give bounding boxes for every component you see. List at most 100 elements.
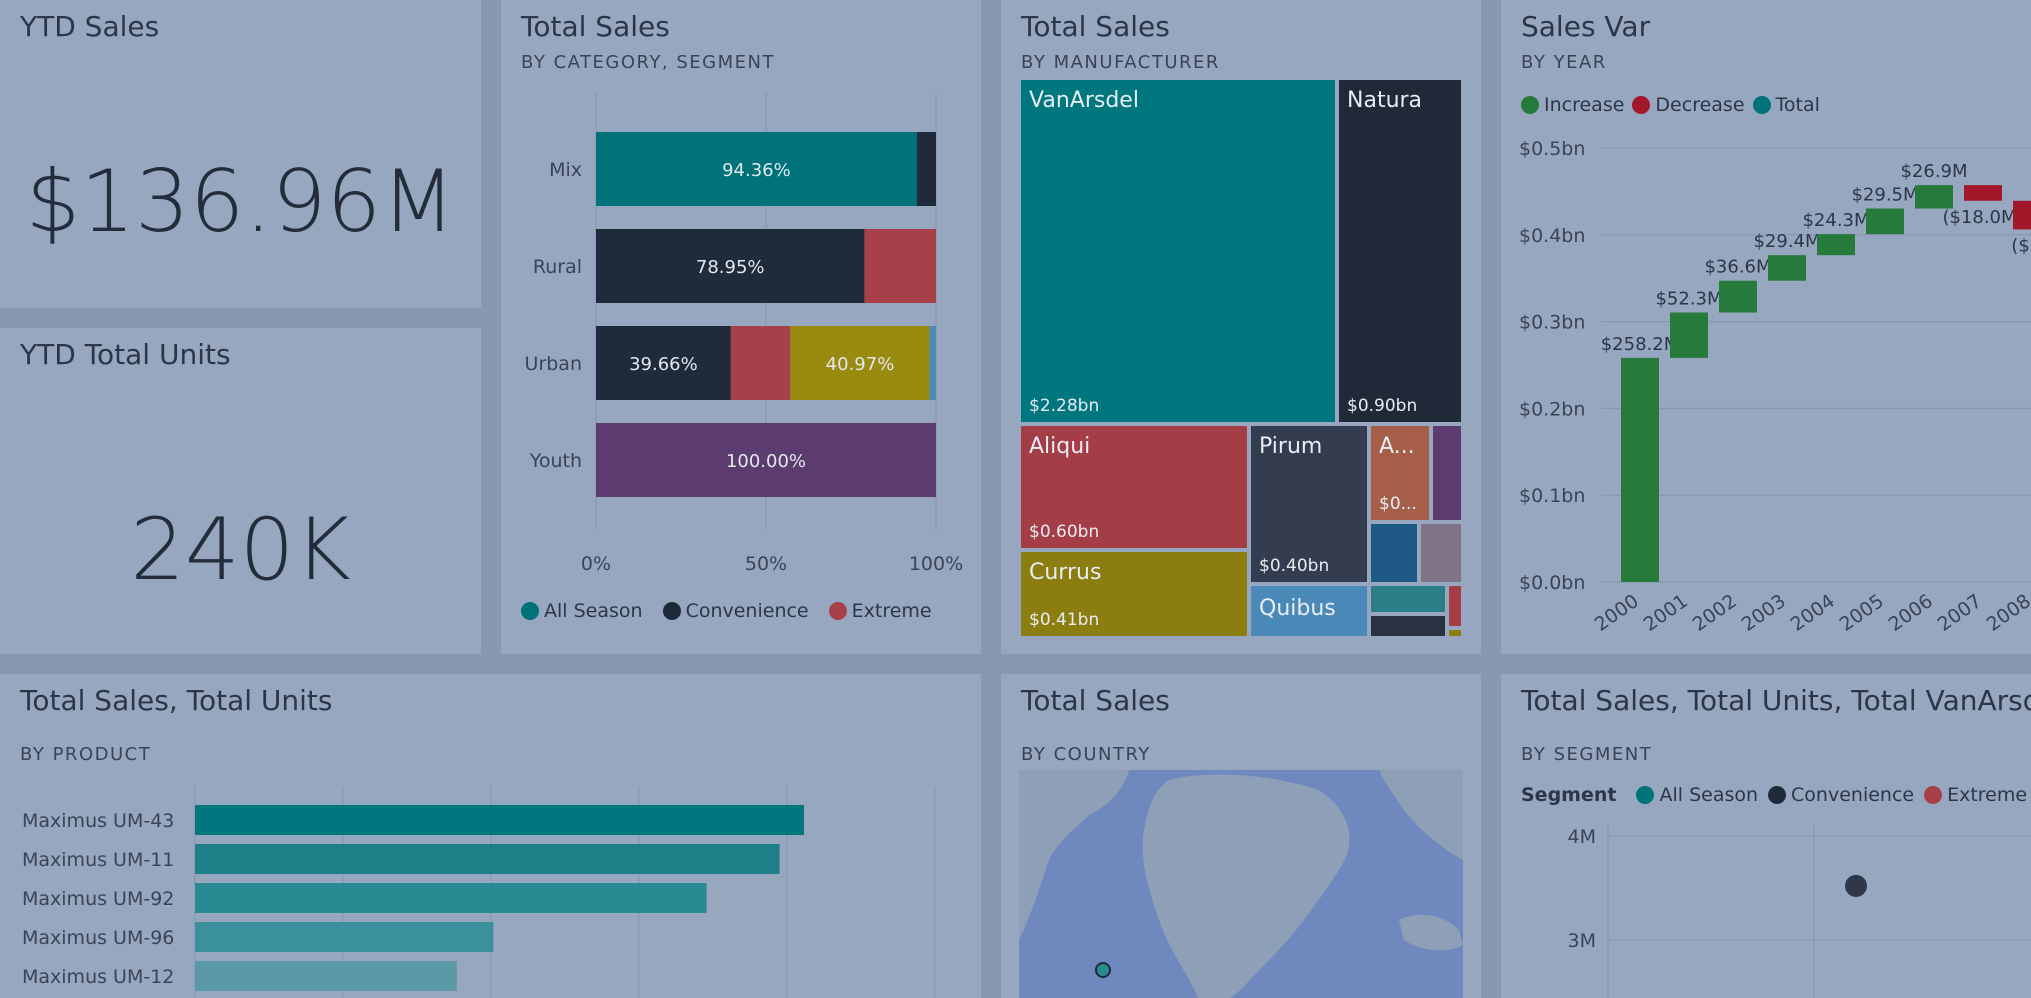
waterfall-bar: [1817, 234, 1855, 256]
bar-segment: [596, 326, 731, 400]
x-tick-label: 2004: [1787, 590, 1839, 636]
tile-title: YTD Sales: [20, 10, 160, 43]
category-label: Youth: [529, 450, 582, 472]
waterfall-bar: [1866, 208, 1904, 235]
data-label: $52.3M: [1655, 288, 1722, 309]
legend-dot-icon: [1752, 96, 1771, 114]
legend-item[interactable]: Total: [1752, 94, 1820, 116]
data-label: $29.5M: [1851, 184, 1918, 205]
tile-title: Total Sales: [1021, 10, 1170, 43]
treemap-cell-pirum[interactable]: Pirum $0.40bn: [1249, 424, 1369, 584]
legend-item[interactable]: Convenience: [662, 600, 809, 622]
treemap-cell-small[interactable]: [1419, 522, 1463, 584]
x-tick-label: 2003: [1738, 590, 1790, 636]
treemap-cell-natura[interactable]: Natura $0.90bn: [1337, 78, 1463, 424]
category-label: Urban: [525, 353, 582, 375]
category-segment-chart-tile[interactable]: Total Sales BY CATEGORY, SEGMENT 0% 50% 10…: [501, 0, 981, 654]
sales-var-waterfall-tile[interactable]: Sales Var BY YEAR Increase Decrease Tota…: [1501, 0, 2031, 654]
treemap-cell-small[interactable]: [1369, 522, 1419, 584]
x-tick-label: 2001: [1640, 590, 1692, 636]
x-tick-label: 2002: [1689, 590, 1741, 636]
category-label: Maximus UM-92: [22, 888, 174, 910]
treemap-cell-aliqui[interactable]: Aliqui $0.60bn: [1019, 424, 1249, 550]
legend-item[interactable]: Increase: [1521, 94, 1624, 116]
data-label: 40.97%: [826, 354, 895, 375]
product-bar: [195, 883, 707, 913]
legend-title: Segment: [1521, 784, 1617, 806]
map-landmass-east: [1379, 770, 1463, 860]
data-label: $29.4M: [1753, 231, 1820, 252]
treemap-cell-small[interactable]: [1369, 584, 1447, 614]
legend-item[interactable]: All Season: [521, 600, 643, 622]
legend-dot-icon: [1768, 786, 1787, 804]
x-tick-label: 2007: [1934, 590, 1986, 636]
segment-scatter-tile[interactable]: Total Sales, Total Units, Total VanArsde…: [1501, 674, 2031, 998]
map-landmass-canada: [1019, 770, 1129, 940]
tile-title: Total Sales: [521, 10, 670, 43]
kpi-ytd-units-tile[interactable]: YTD Total Units 240K: [0, 328, 481, 654]
tile-subtitle: BY MANUFACTURER: [1021, 52, 1220, 73]
waterfall-chart: $0.0bn $0.1bn $0.2bn $0.3bn $0.4bn $0.5bn $258…: [1519, 138, 2031, 636]
treemap-cell-small[interactable]: A... $0...: [1369, 424, 1431, 522]
legend-item[interactable]: Decrease: [1632, 94, 1745, 116]
country-map-tile[interactable]: Total Sales BY COUNTRY: [1001, 674, 1481, 998]
data-label: ($33: [2011, 235, 2031, 256]
bar-segment: [596, 229, 865, 303]
treemap-cell-currus[interactable]: Currus $0.41bn: [1019, 550, 1249, 638]
map-canvas[interactable]: [1019, 770, 1463, 998]
legend-item[interactable]: Extreme: [1924, 784, 2027, 806]
category-label: Mix: [549, 159, 582, 181]
tile-subtitle: BY YEAR: [1521, 52, 1607, 73]
waterfall-bar: [1670, 312, 1708, 358]
data-label: $36.6M: [1704, 257, 1771, 278]
data-label: $24.3M: [1802, 210, 1869, 231]
manufacturer-treemap-tile[interactable]: Total Sales BY MANUFACTURER VanArsdel $2.…: [1001, 0, 1481, 654]
y-tick-label: 4M: [1568, 826, 1596, 848]
product-bar-chart-tile[interactable]: Total Sales, Total Units BY PRODUCT Maxi…: [0, 674, 981, 998]
product-bar: [195, 805, 804, 835]
product-bar: [195, 961, 457, 991]
y-tick-label: $0.2bn: [1519, 398, 1585, 420]
tile-subtitle: BY SEGMENT: [1521, 744, 1653, 765]
waterfall-bar: [1768, 255, 1806, 281]
x-tick-label: 2000: [1591, 590, 1643, 636]
data-label: 100.00%: [726, 451, 806, 472]
treemap-cell-small[interactable]: [1447, 584, 1463, 628]
treemap-cell-vanarsdel[interactable]: VanArsdel $2.28bn: [1019, 78, 1337, 424]
x-tick-label: 50%: [745, 553, 787, 575]
tile-subtitle: BY PRODUCT: [20, 744, 152, 765]
legend-item[interactable]: Extreme: [828, 600, 932, 622]
x-tick-label: 2008: [1983, 590, 2031, 636]
y-tick-label: $0.3bn: [1519, 312, 1585, 334]
product-bar: [195, 922, 494, 952]
tile-title: Total Sales, Total Units, Total VanArsde…: [1521, 684, 2031, 717]
kpi-ytd-sales-tile[interactable]: YTD Sales $136.96M: [0, 0, 481, 308]
map-landmass-greenland: [1142, 774, 1350, 998]
legend-item[interactable]: Convenience: [1768, 784, 1914, 806]
y-tick-label: 3M: [1568, 930, 1596, 952]
waterfall-bar: [2013, 200, 2031, 230]
category-label: Maximus UM-96: [22, 927, 174, 949]
x-tick-label: 0%: [581, 553, 611, 575]
treemap: VanArsdel $2.28bn Natura $0.90bn Aliqui $0.…: [1019, 78, 1463, 638]
tile-title: Total Sales, Total Units: [20, 684, 333, 717]
bar-segment: [596, 423, 936, 497]
tile-subtitle: BY COUNTRY: [1021, 744, 1151, 765]
kpi-value: 240K: [130, 500, 351, 600]
bar-segment: [929, 326, 936, 400]
legend-dot-icon: [1521, 96, 1539, 114]
tile-title: Sales Var: [1521, 10, 1651, 43]
treemap-cell-small[interactable]: [1369, 614, 1447, 638]
x-tick-label: 2006: [1885, 590, 1937, 636]
waterfall-bar: [1621, 357, 1659, 582]
treemap-cell-quibus[interactable]: Quibus: [1249, 584, 1369, 638]
y-tick-label: $0.0bn: [1519, 572, 1585, 594]
legend-dot-icon: [1924, 786, 1943, 804]
legend-item[interactable]: All Season: [1636, 784, 1758, 806]
category-label: Maximus UM-11: [22, 849, 174, 871]
treemap-cell-small[interactable]: [1447, 628, 1463, 638]
map-data-point: [1095, 962, 1111, 978]
bar-segment: [596, 132, 917, 206]
stacked-bar-chart: 0% 50% 100% Mix 94.36% Rural 78.95% Urban 39.66%…: [525, 92, 963, 575]
treemap-cell-small[interactable]: [1431, 424, 1463, 522]
